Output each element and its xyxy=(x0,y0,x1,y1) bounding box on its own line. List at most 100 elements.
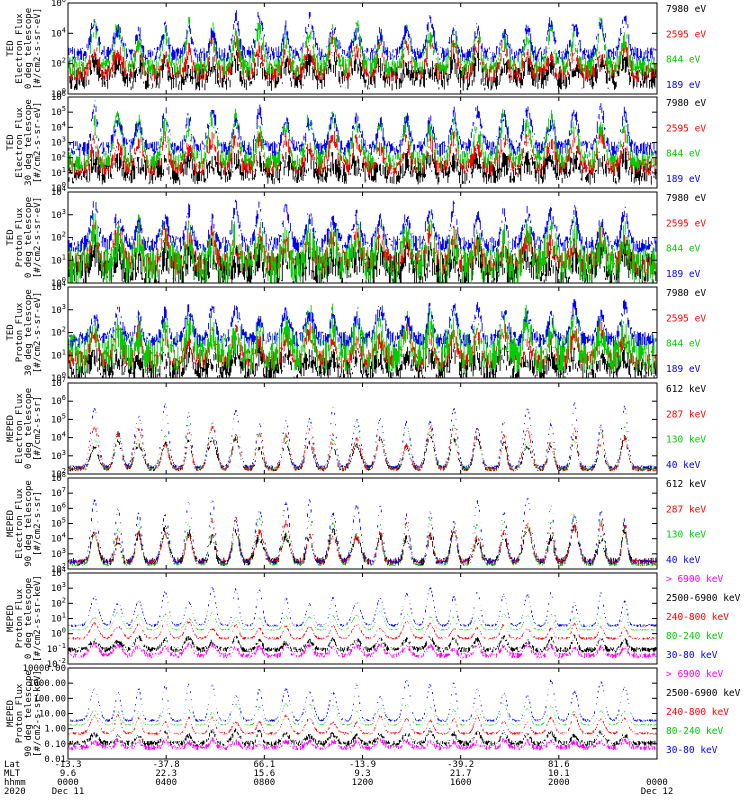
y-tick-label: 102 xyxy=(51,562,66,575)
legend-entry: 2500-6900 keV xyxy=(666,593,741,604)
panel-frame xyxy=(67,477,658,570)
y-tick-label: 10-2 xyxy=(47,657,66,670)
legend-entry: 287 keV xyxy=(666,504,706,515)
y-axis-label-line: 30 deg telescope xyxy=(24,99,34,186)
y-axis-label-line: 0 deg telescope xyxy=(24,197,34,278)
y-axis-label-line: Electron Flux xyxy=(15,488,25,559)
y-tick-label: 100 xyxy=(51,181,66,194)
series-844-ev-trace xyxy=(68,17,657,78)
series-240-800-kev-trace xyxy=(68,621,657,640)
x-tick-value: 21.7 xyxy=(450,769,472,779)
y-tick-label: 104 xyxy=(51,185,66,198)
y-tick-label: 100 xyxy=(51,371,66,384)
y-axis-label-line: Proton Flux xyxy=(15,207,25,267)
y-tick-label: 100 xyxy=(51,87,66,100)
x-tick-value: 9.3 xyxy=(354,769,370,779)
legend-entry: 2595 eV xyxy=(666,313,706,324)
legend-entry: 844 eV xyxy=(666,339,701,350)
x-tick-value: 9.6 xyxy=(60,769,76,779)
legend-entry: 189 eV xyxy=(666,174,701,185)
y-axis-label-line: [#/cm2-s-sr] xyxy=(33,491,43,556)
series-130-kev-trace xyxy=(68,514,657,567)
x-tick-value: Dec 12 xyxy=(641,787,674,797)
y-axis-label-line: TED xyxy=(6,324,16,340)
legend-entry: 7980 eV xyxy=(666,193,706,204)
y-tick-label: 104 xyxy=(51,431,66,444)
x-tick-value: 0000 xyxy=(646,778,668,788)
series-240-800-kev-trace xyxy=(68,713,657,735)
y-tick-label: 104 xyxy=(51,566,66,579)
series-189-ev-trace xyxy=(68,299,657,348)
legend-entry: 80-240 keV xyxy=(666,726,723,737)
y-tick-label: 106 xyxy=(51,90,66,103)
y-tick-label: 105 xyxy=(51,412,66,425)
x-tick-value: -37.8 xyxy=(153,760,180,770)
y-tick-label: 103 xyxy=(51,303,66,316)
legend-entry: 2595 eV xyxy=(666,218,706,229)
y-axis-label-line: MEPED xyxy=(6,605,16,632)
y-axis-label-line: [#/cm2-s-sr-eV] xyxy=(33,102,43,183)
x-tick-value: 0000 xyxy=(57,778,79,788)
y-tick-label: 10-1 xyxy=(47,642,66,655)
legend-entry: 2595 eV xyxy=(666,29,706,40)
y-tick-label: 102 xyxy=(51,467,66,480)
y-tick-label: 102 xyxy=(51,57,66,70)
legend-entry: 40 keV xyxy=(666,555,701,566)
y-tick-label: 104 xyxy=(51,120,66,133)
x-tick-value: 81.6 xyxy=(548,760,570,770)
y-tick-label: 102 xyxy=(51,596,66,609)
y-axis-label-line: 0 deg telescope xyxy=(24,8,34,89)
y-tick-label: 106 xyxy=(51,394,66,407)
y-tick-label: 100.00 xyxy=(33,694,66,704)
y-tick-label: 102 xyxy=(51,151,66,164)
x-row-label: MLT xyxy=(4,769,21,779)
y-tick-label: 101 xyxy=(51,253,66,266)
x-tick-value: 2000 xyxy=(548,778,570,788)
series-189-ev-trace xyxy=(68,10,657,63)
y-axis-label-line: 30 deg telescope xyxy=(24,289,34,376)
y-tick-label: 100 xyxy=(51,627,66,640)
x-tick-value: 22.3 xyxy=(155,769,177,779)
y-axis-label-line: [#/cm2-s-sr-eV] xyxy=(33,292,43,373)
y-axis-label-line: TED xyxy=(6,40,16,56)
y-tick-label: 105 xyxy=(51,517,66,530)
x-tick-value: 0400 xyxy=(155,778,177,788)
legend-entry: 7980 eV xyxy=(666,98,706,109)
y-axis-label-line: Electron Flux xyxy=(15,107,25,178)
y-tick-label: 108 xyxy=(51,471,66,484)
y-axis-label-line: Electron Flux xyxy=(15,13,25,84)
series-844-ev-trace xyxy=(68,213,657,283)
y-axis-label-line: 0 deg telescope xyxy=(24,388,34,469)
y-axis-label-line: 0 deg telescope xyxy=(24,578,34,659)
y-tick-label: 103 xyxy=(51,449,66,462)
y-tick-label: 101 xyxy=(51,348,66,361)
legend-entry: 2500-6900 keV xyxy=(666,688,741,699)
y-tick-label: 104 xyxy=(51,532,66,545)
x-tick-value: 1200 xyxy=(352,778,374,788)
y-axis-label-line: [#/cm2-s-sr] xyxy=(33,396,43,461)
y-tick-label: 107 xyxy=(51,486,66,499)
y-axis-label-line: Proton Flux xyxy=(15,683,25,743)
series-2500-6900-kev-trace xyxy=(68,634,657,653)
panel-8: 0.01 0.10 1.00 10.00 100.00 1000.00 10000.00 ME… xyxy=(6,664,741,765)
y-axis-label-line: [#/cm2-s-sr-eV] xyxy=(33,8,43,89)
x-row-label: Lat xyxy=(4,760,20,770)
x-tick-value: 1600 xyxy=(450,778,472,788)
y-axis-label-line: Proton Flux xyxy=(15,588,25,648)
series-80-240-kev-trace xyxy=(68,703,657,726)
y-tick-label: 0.01 xyxy=(44,755,66,765)
series-130-kev-trace xyxy=(68,421,657,470)
legend-entry: 240-800 keV xyxy=(666,612,729,623)
x-tick-value: 66.1 xyxy=(253,760,275,770)
series-2500-6900-kev-trace xyxy=(68,728,657,747)
y-tick-label: 0.10 xyxy=(44,740,66,750)
y-tick-label: 10000.00 xyxy=(23,664,66,674)
legend-entry: 80-240 keV xyxy=(666,631,723,642)
y-axis-label-line: [#/cm2-s-sr-keV] xyxy=(33,670,43,757)
panel-4: 100 101 102 103 104 TED Proton Flux 30 deg tele… xyxy=(6,280,706,384)
y-axis-label-line: [#/cm2-s-sr-keV] xyxy=(33,575,43,662)
panel-5: 102 103 104 105 106 107 MEPED Electron Flux 0 de… xyxy=(6,376,706,480)
x-row-label: hhmm xyxy=(4,778,26,788)
y-tick-label: 106 xyxy=(51,0,66,9)
y-axis-label-line: 90 deg telescope xyxy=(24,670,34,757)
